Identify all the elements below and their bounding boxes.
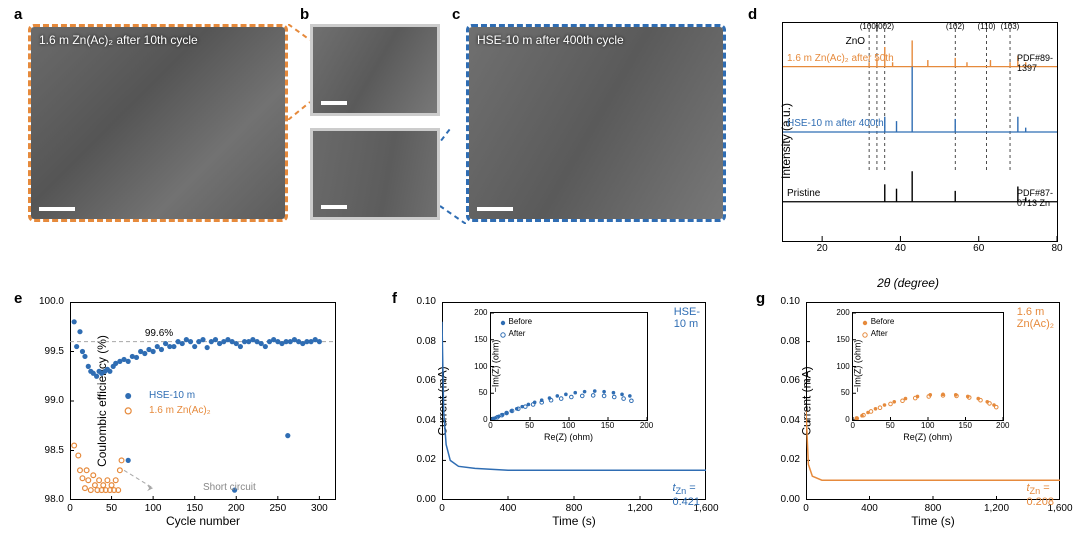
panel-label-a: a bbox=[14, 6, 22, 23]
scalebar-b1 bbox=[321, 101, 347, 105]
nyquist-inset: 050100150200050100150200Re(Z) (ohm)−Im(Z… bbox=[490, 312, 648, 421]
connector-c-b bbox=[440, 128, 466, 224]
scatter-chart-e: Coulombic efficiency (%) Cycle number 05… bbox=[70, 302, 336, 500]
panel-label-c: c bbox=[452, 6, 460, 23]
panel-label-g: g bbox=[756, 290, 765, 307]
sem-caption-a: 1.6 m Zn(Ac)₂ after 10th cycle bbox=[39, 33, 198, 47]
xlabel-e: Cycle number bbox=[166, 514, 240, 528]
scalebar-b2 bbox=[321, 205, 347, 209]
sem-image-c: HSE-10 m after 400th cycle bbox=[466, 24, 726, 222]
panel-label-b: b bbox=[300, 6, 309, 23]
sem-image-b-top bbox=[310, 24, 440, 116]
nyquist-inset: 050100150200050100150200Re(Z) (ohm)−Im(Z… bbox=[852, 312, 1004, 421]
connector-a-b bbox=[288, 24, 310, 120]
xlabel-g: Time (s) bbox=[911, 514, 955, 528]
panel-label-e: e bbox=[14, 290, 22, 307]
scalebar-c bbox=[477, 207, 513, 211]
sem-image-a: 1.6 m Zn(Ac)₂ after 10th cycle bbox=[28, 24, 288, 222]
sem-image-b-bottom bbox=[310, 128, 440, 220]
line-chart-f: Current (mA) Time (s) 04008001,2001,6000… bbox=[442, 302, 706, 500]
xrd-chart: Intensity (a.u.) 1.6 m Zn(Ac)₂ after 50t… bbox=[758, 22, 1058, 260]
xrd-xlabel: 2θ (degree) bbox=[877, 276, 939, 290]
line-chart-g: Current (mA) Time (s) 04008001,2001,6000… bbox=[806, 302, 1060, 500]
sem-caption-c: HSE-10 m after 400th cycle bbox=[477, 33, 624, 47]
xlabel-f: Time (s) bbox=[552, 514, 596, 528]
scalebar-a bbox=[39, 207, 75, 211]
panel-label-d: d bbox=[748, 6, 757, 23]
panel-label-f: f bbox=[392, 290, 397, 307]
